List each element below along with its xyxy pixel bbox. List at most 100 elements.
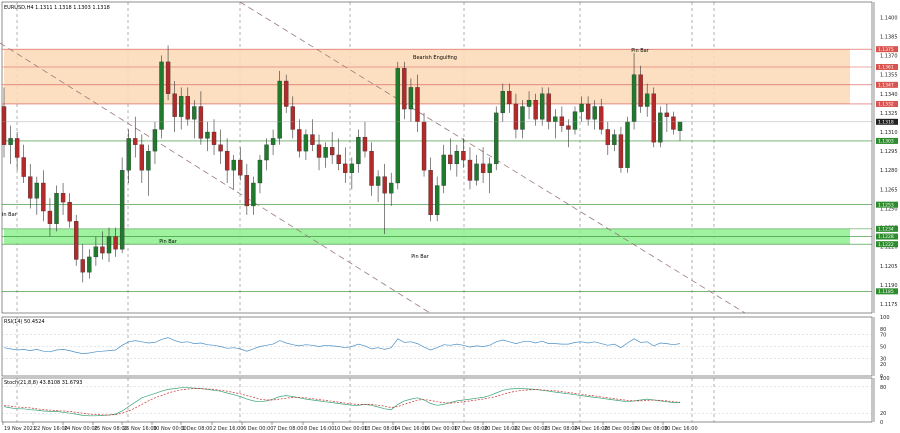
- time-tick-label: 23 Dec 08:00: [544, 426, 578, 432]
- time-tick-label: 7 Dec 08:00: [273, 426, 303, 432]
- rsi-tick-label: 0: [880, 374, 883, 380]
- candle-body: [362, 136, 368, 152]
- time-tick-label: 30 Dec 16:00: [664, 426, 698, 432]
- candle-body: [113, 236, 118, 250]
- candle-body: [585, 103, 591, 120]
- time-tick-label: 16 Dec 00:00: [424, 426, 458, 432]
- candle-body: [546, 93, 551, 122]
- candle-body: [612, 134, 617, 145]
- candle-body: [192, 106, 197, 120]
- time-tick-label: 20 Dec 16:00: [484, 426, 518, 432]
- time-tick-label: 1 Dec 08:00: [182, 426, 212, 432]
- rsi-panel-title: RSI(14) 50.4524: [4, 319, 45, 325]
- level-badge: [876, 81, 898, 88]
- price-tick-label: 1.1370: [880, 54, 898, 60]
- candle-body: [185, 96, 190, 120]
- level-badge: [876, 241, 898, 248]
- candle-body: [572, 111, 578, 130]
- candle-body: [467, 159, 473, 181]
- time-tick-label: 24 Dec 16:00: [574, 426, 608, 432]
- price-frame: [1, 1, 873, 314]
- candle-body: [638, 74, 643, 107]
- candle-body: [658, 112, 663, 143]
- candle-body: [270, 138, 276, 145]
- time-tick-label: 10 Dec 00:00: [334, 426, 368, 432]
- price-tick-label: 1.1175: [880, 302, 898, 308]
- candle-body: [474, 163, 479, 181]
- candle-body: [507, 91, 512, 105]
- time-tick-label: 19 Nov 2021: [4, 426, 36, 432]
- price-tick-label: 1.1385: [880, 34, 898, 40]
- price-tick-label: 1.1355: [880, 73, 898, 79]
- rsi-tick-label: 30: [880, 356, 886, 362]
- candle-body: [651, 93, 656, 143]
- time-tick-label: 26 Nov 16:00: [123, 426, 157, 432]
- candle-body: [244, 175, 250, 207]
- stoch-frame: [1, 377, 873, 423]
- stoch-signal-line: [3, 388, 681, 416]
- current-price-label: 1.1318: [878, 120, 894, 126]
- candle-body: [179, 96, 184, 117]
- candle-body: [257, 159, 263, 184]
- candle-body: [664, 112, 670, 117]
- level-badge-label: 1.1303: [878, 139, 894, 145]
- candle-body: [343, 163, 348, 173]
- rsi-tick-label: 50: [880, 345, 886, 351]
- candle-body: [402, 68, 407, 110]
- candle-body: [415, 87, 420, 122]
- candle-body: [139, 144, 145, 171]
- time-tick-label: 24 Nov 00:00: [64, 426, 98, 432]
- stoch-tick-label: 20: [880, 411, 886, 417]
- candle-body: [172, 93, 177, 117]
- candle-body: [28, 176, 33, 199]
- price-panel: Bearish Engulfing Pin Bar Pin Bar Pin Bar in…: [0, 1, 898, 314]
- level-badge-label: 1.1361: [878, 65, 894, 71]
- candle-body: [625, 121, 630, 168]
- candle-body: [520, 106, 525, 130]
- stoch-panel-title: Stoch(21,8,8) 43.8108 31.6793: [4, 380, 82, 386]
- time-tick-label: 29 Dec 08:00: [634, 426, 668, 432]
- candle-body: [382, 176, 387, 194]
- candle-body: [238, 159, 243, 176]
- price-tick-label: 1.1310: [880, 130, 898, 136]
- candle-body: [126, 138, 131, 171]
- candle-body: [284, 80, 289, 107]
- time-tick-label: 22 Dec 00:00: [514, 426, 548, 432]
- candle-body: [487, 163, 492, 173]
- candle-body: [671, 116, 676, 130]
- candle-body: [87, 256, 92, 273]
- candle-body: [644, 93, 650, 107]
- candle-body: [375, 176, 381, 186]
- candle-body: [133, 138, 138, 145]
- rsi-tick-label: 20: [880, 362, 886, 368]
- candle-body: [290, 106, 295, 130]
- candle-body: [54, 193, 59, 224]
- candle-body: [480, 163, 486, 173]
- stoch-tick-label: 80: [880, 385, 886, 391]
- candle-body: [395, 68, 400, 184]
- candle-body: [336, 154, 341, 165]
- level-badge: [876, 100, 898, 107]
- descending-trendline: [239, 1, 746, 314]
- candle-body: [152, 129, 158, 152]
- candle-body: [579, 103, 584, 112]
- rsi-tick-label: 100: [880, 315, 890, 321]
- candle-body: [448, 154, 453, 165]
- time-tick-label: 2 Dec 16:00: [213, 426, 243, 432]
- level-badge-label: 1.1253: [878, 202, 894, 208]
- candle-body: [297, 129, 302, 152]
- level-badge-label: 1.1228: [878, 234, 894, 240]
- price-tick-label: 1.1190: [880, 283, 898, 289]
- price-tick-label: 1.1265: [880, 187, 898, 193]
- candle-body: [205, 131, 210, 139]
- time-tick-label: 6 Dec 00:00: [243, 426, 273, 432]
- candle-body: [500, 91, 505, 114]
- level-badge: [876, 64, 898, 71]
- candle-body: [41, 182, 46, 212]
- candle-body: [146, 150, 151, 171]
- rsi-rsi-14--line: [3, 337, 681, 354]
- level-badge: [876, 137, 898, 144]
- candle-body: [559, 116, 565, 126]
- pattern-annotation: Pin Bar: [631, 48, 650, 54]
